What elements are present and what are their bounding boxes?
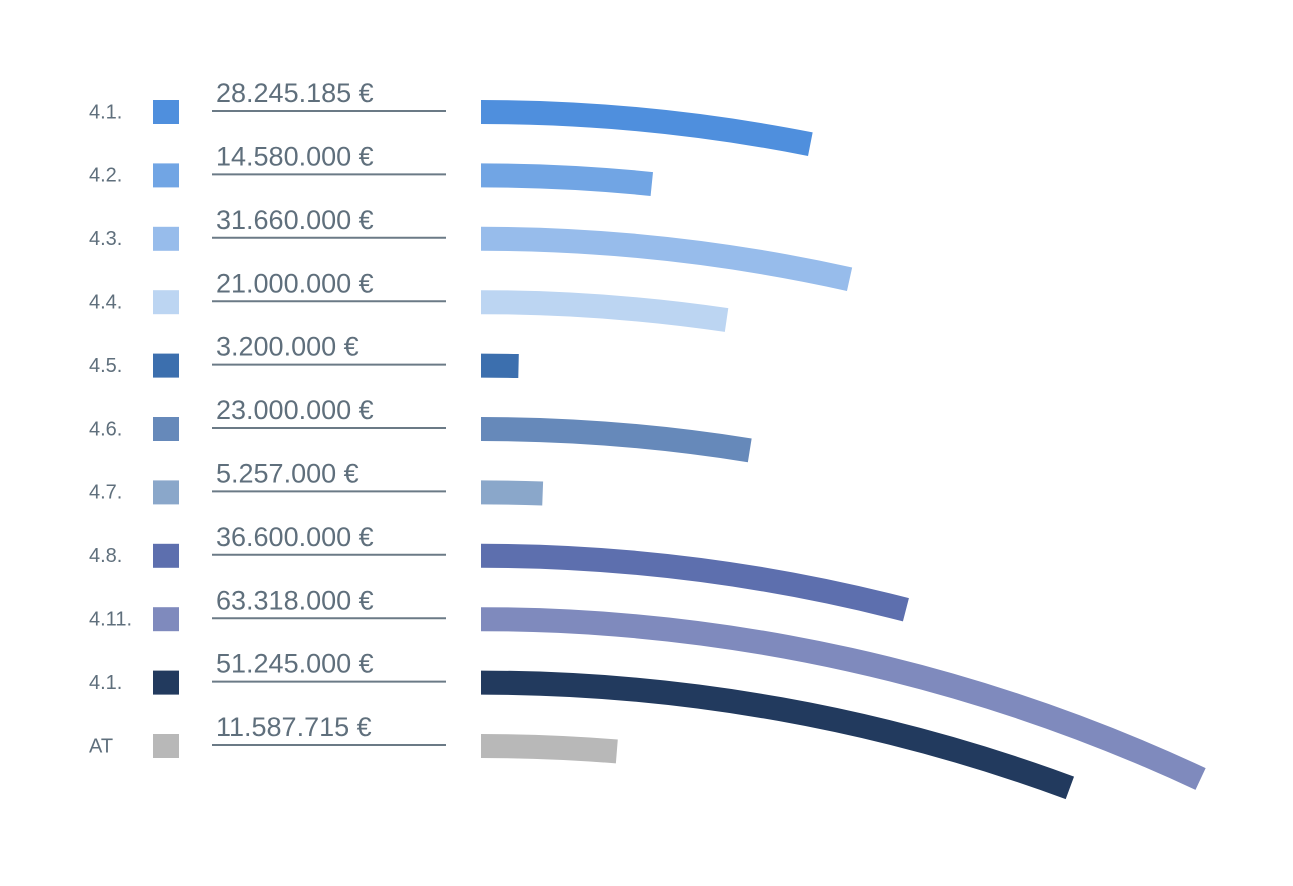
swatch [153,100,179,124]
category-label: 4.6. [89,418,122,440]
category-label: 4.3. [89,228,122,250]
value-label: 36.600.000 € [216,522,374,552]
category-label: 4.2. [89,165,122,187]
value-label: 63.318.000 € [216,585,374,615]
swatch [153,480,179,505]
value-label: 3.200.000 € [216,332,359,362]
category-label: 4.5. [89,355,122,377]
swatch [153,290,179,315]
value-label: 28.245.185 € [216,78,374,108]
value-label: 51.245.000 € [216,649,374,679]
value-label: 5.257.000 € [216,459,359,489]
category-label: 4.1. [89,101,122,123]
swatch [153,607,179,632]
bar [480,163,654,196]
bar [480,607,1206,790]
bar [480,417,752,463]
category-label: 4.4. [89,291,122,313]
value-label: 11.587.715 € [216,712,372,742]
swatch [153,670,179,695]
swatch [153,226,179,251]
bar [480,100,813,156]
swatch [153,417,179,441]
bar [480,734,618,764]
value-label: 21.000.000 € [216,268,374,298]
swatch [153,734,179,758]
value-label: 23.000.000 € [216,395,374,425]
swatch [153,543,179,568]
category-label: 4.11. [89,608,132,630]
bar [480,226,853,291]
value-label: 31.660.000 € [216,205,374,235]
category-label: 4.7. [89,482,122,504]
bar [480,480,544,506]
bar [480,290,729,332]
category-label: AT [89,735,113,757]
swatch [153,163,179,188]
swatch [153,353,179,378]
bar [480,670,1075,800]
bar [480,543,909,622]
value-label: 14.580.000 € [216,142,374,172]
category-label: 4.1. [89,672,122,694]
category-label: 4.8. [89,545,122,567]
